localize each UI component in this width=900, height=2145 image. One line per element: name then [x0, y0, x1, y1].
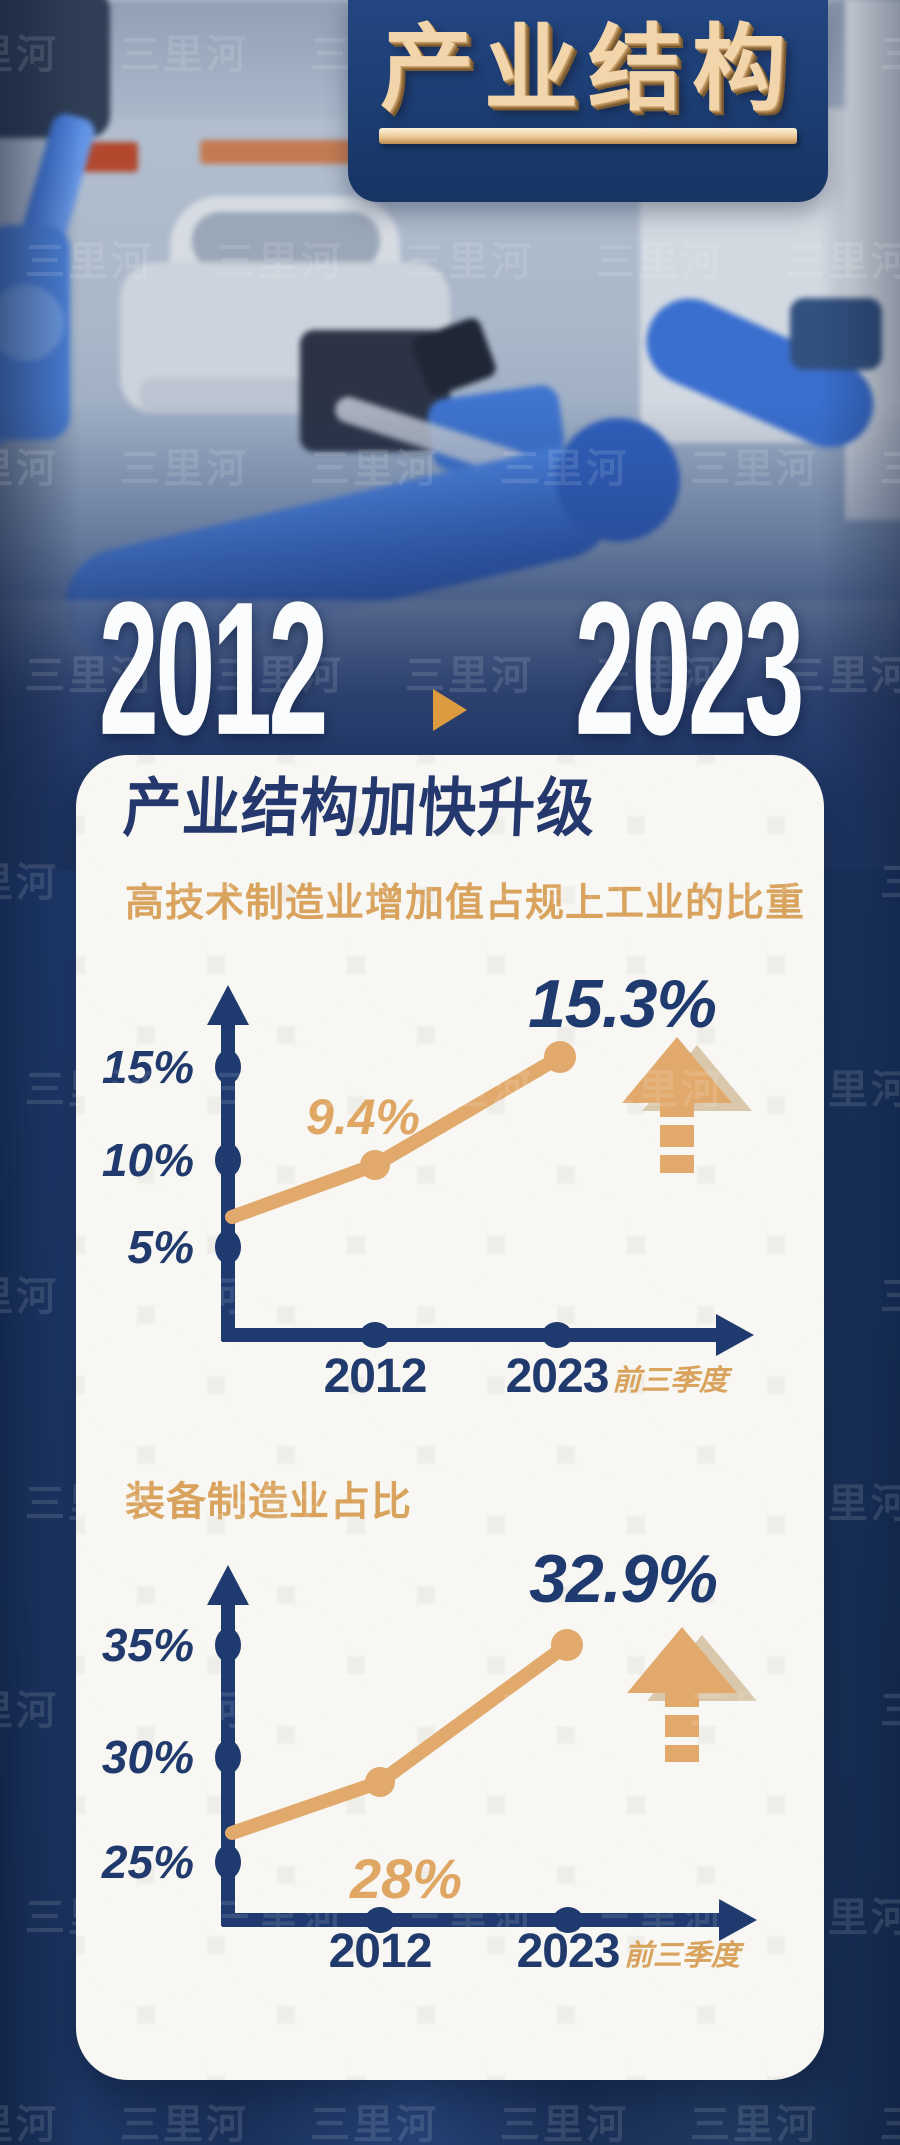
- title-underline: [379, 128, 797, 144]
- chart1-plot: [207, 985, 754, 1356]
- chart2-line-series: [225, 1629, 583, 1840]
- chart2-ytick-25: 25%: [101, 1836, 194, 1888]
- chart2-x-axis: [222, 1899, 757, 1941]
- card-heading: 产业结构加快升级: [121, 773, 598, 845]
- chart1-value-2012: 9.4%: [306, 1089, 420, 1145]
- chart2-title: 装备制造业占比: [125, 1480, 412, 1524]
- chart1-line-series: [225, 1041, 576, 1224]
- title-banner: 产业结构: [348, 0, 828, 202]
- chart2-xlabel-2023: 2023: [516, 1925, 621, 1978]
- arrow-right-triangle-icon: [433, 689, 467, 732]
- chart2-point-2012: [365, 1767, 395, 1797]
- chart2-value-2023: 32.9%: [529, 1541, 718, 1617]
- chart2-point-2023: [551, 1629, 583, 1661]
- chart1-ytick-5: 5%: [127, 1221, 194, 1273]
- chart2-xlabel-2012: 2012: [328, 1925, 433, 1978]
- chart1-xlabel-suffix: 前三季度: [612, 1365, 729, 1397]
- chart1-point-2023: [544, 1041, 576, 1073]
- chart2-value-2012: 28%: [349, 1847, 463, 1910]
- chart1-ytick-15: 15%: [101, 1041, 194, 1093]
- chart1-y-axis: [207, 985, 249, 1341]
- chart1-xlabel-2012: 2012: [323, 1350, 428, 1403]
- chart2-trend-arrow: [627, 1627, 757, 1762]
- chart2-ytick-35: 35%: [101, 1619, 194, 1671]
- years-banner: 2012 2023: [0, 563, 900, 775]
- year-from: 2012: [99, 563, 329, 775]
- chart2-xlabel-suffix: 前三季度: [624, 1940, 741, 1972]
- chart1-x-axis: [222, 1314, 754, 1356]
- info-card: 产业结构加快升级 高技术制造业增加值占规上工业的比重: [76, 755, 824, 2080]
- chart2-ytick-30: 30%: [101, 1731, 194, 1783]
- page-title: 产业结构: [379, 16, 796, 121]
- chart1-point-2012: [360, 1150, 390, 1180]
- year-to: 2023: [574, 563, 805, 775]
- chart1-title: 高技术制造业增加值占规上工业的比重: [125, 882, 806, 925]
- chart1-trend-arrow: [622, 1037, 752, 1173]
- chart2-y-axis: [207, 1565, 249, 1926]
- chart2-plot: [207, 1565, 757, 1941]
- chart1-value-2023: 15.3%: [528, 966, 717, 1042]
- chart1-xlabel-2023: 2023: [505, 1350, 610, 1403]
- chart1-ytick-10: 10%: [101, 1134, 194, 1186]
